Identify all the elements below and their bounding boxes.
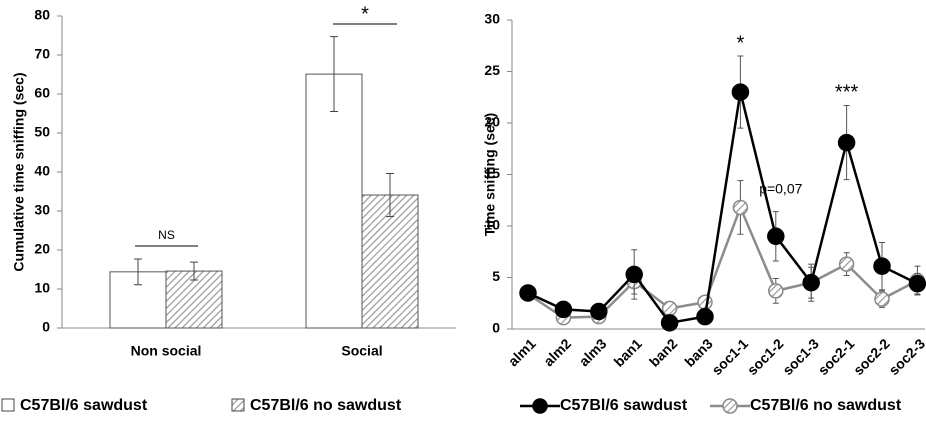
y-tick-label: 20 xyxy=(484,114,500,130)
marker xyxy=(554,300,573,319)
y-tick-label: 30 xyxy=(484,11,500,27)
x-tick-label: soc1-3 xyxy=(779,335,822,378)
error-bar xyxy=(134,258,142,286)
x-tick-label: soc2-1 xyxy=(815,335,858,378)
y-tick-label: 30 xyxy=(34,202,50,218)
x-tick-label: Social xyxy=(341,343,382,359)
series-line xyxy=(527,91,918,325)
marker xyxy=(661,300,678,317)
marker xyxy=(838,256,855,272)
marker xyxy=(731,83,750,101)
y-tick-label: 25 xyxy=(484,62,500,78)
marker xyxy=(732,199,749,216)
x-tick-label: soc1-2 xyxy=(744,335,787,378)
marker xyxy=(767,227,785,246)
error-bar xyxy=(330,36,338,113)
legend-label: C57Bl/6 sawdust xyxy=(560,397,688,414)
marker xyxy=(837,133,856,152)
annotation: * xyxy=(737,32,745,54)
bar xyxy=(361,194,419,329)
x-tick-label: Non social xyxy=(131,343,202,359)
y-tick-label: 10 xyxy=(484,217,500,233)
marker xyxy=(908,274,926,293)
marker xyxy=(874,291,890,307)
error-bar xyxy=(386,173,394,217)
legend-swatch xyxy=(1,398,15,412)
bar xyxy=(165,270,223,329)
y-tick-label: 10 xyxy=(34,280,50,296)
legend-label: C57Bl/6 no sawdust xyxy=(750,397,902,414)
marker xyxy=(590,302,608,321)
legend-marker xyxy=(532,398,548,414)
marker xyxy=(519,284,537,302)
y-tick-label: 5 xyxy=(492,268,500,284)
error-bar xyxy=(190,261,198,281)
x-tick-label: ban2 xyxy=(646,335,681,370)
x-tick-label: alm3 xyxy=(576,335,610,369)
marker xyxy=(873,257,891,275)
marker xyxy=(697,294,713,310)
x-tick-label: alm1 xyxy=(505,335,539,369)
x-tick-label: soc2-2 xyxy=(850,335,893,378)
legend-label: C57Bl/6 no sawdust xyxy=(250,397,402,414)
y-axis-label: Cumulative time sniffing (sec) xyxy=(11,72,27,271)
y-tick-label: 40 xyxy=(34,163,50,179)
y-tick-label: 60 xyxy=(34,85,50,101)
legend-label: C57Bl/6 sawdust xyxy=(20,397,148,414)
bar xyxy=(305,73,363,329)
x-tick-label: ban1 xyxy=(611,335,646,370)
y-tick-label: 70 xyxy=(34,46,50,62)
legend-marker xyxy=(722,398,738,414)
x-tick-label: soc2-3 xyxy=(885,335,926,378)
marker xyxy=(625,265,643,284)
y-tick-label: 15 xyxy=(484,165,500,181)
marker xyxy=(802,273,820,292)
series-line xyxy=(527,204,918,319)
x-tick-label: soc1-1 xyxy=(708,335,751,378)
marker xyxy=(768,283,784,299)
y-tick-label: 0 xyxy=(492,320,500,336)
y-tick-label: 50 xyxy=(34,124,50,140)
legend-swatch xyxy=(231,398,245,412)
y-tick-label: 0 xyxy=(42,319,50,335)
y-tick-label: 80 xyxy=(34,7,50,23)
annotation: *** xyxy=(835,81,859,103)
marker xyxy=(696,307,714,326)
y-axis-label: Time sniffing (sec) xyxy=(482,113,498,236)
marker xyxy=(660,314,679,332)
annotation: p=0,07 xyxy=(759,181,802,197)
annotation: * xyxy=(361,3,369,25)
annotation: NS xyxy=(158,228,175,242)
x-tick-label: alm2 xyxy=(540,335,574,369)
y-tick-label: 20 xyxy=(34,241,50,257)
